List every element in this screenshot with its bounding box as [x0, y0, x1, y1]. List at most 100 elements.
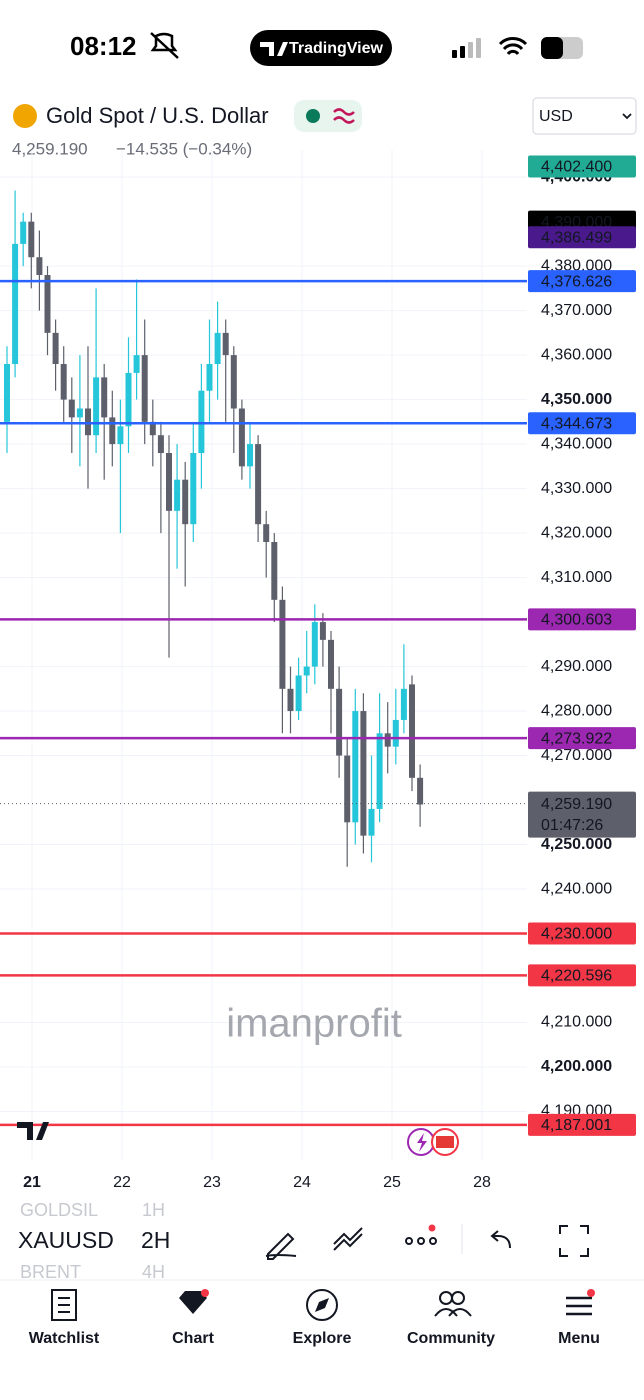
candle-body	[303, 666, 310, 676]
candle-body	[368, 808, 375, 836]
level-label: 4,344.673	[541, 416, 612, 433]
candle-body	[133, 355, 140, 373]
candle-body	[174, 479, 181, 511]
candle-body	[319, 622, 326, 640]
candle-body	[230, 355, 237, 409]
x-tick-label: 28	[473, 1174, 491, 1191]
y-tick-label: 4,350.000	[541, 391, 612, 408]
nav-item[interactable]: Chart	[172, 1289, 215, 1347]
fullscreen[interactable]	[559, 1225, 589, 1257]
nav-item[interactable]: Menu	[558, 1289, 600, 1347]
nav-item[interactable]: Community	[407, 1291, 495, 1347]
level-label: 4,386.499	[541, 229, 612, 246]
y-tick-label: 4,340.000	[541, 435, 612, 452]
y-tick-label: 4,370.000	[541, 302, 612, 319]
nav-icon	[434, 1291, 472, 1317]
level-label: 4,300.603	[541, 612, 612, 629]
candle-body	[60, 364, 67, 400]
level-label: 4,402.400	[541, 159, 612, 176]
last-price-badge	[528, 791, 636, 838]
watermark: imanprofit	[226, 1002, 402, 1046]
candle-body	[36, 257, 43, 276]
candle-body	[352, 711, 359, 823]
silent-icon	[150, 32, 179, 59]
nav-icon	[566, 1289, 595, 1316]
candle-body	[68, 399, 75, 418]
y-tick-label: 4,360.000	[541, 346, 612, 363]
symbol-title: Gold Spot / U.S. Dollar	[46, 103, 269, 128]
level-badge	[528, 964, 636, 987]
signal-icon	[452, 38, 481, 58]
wifi-icon	[498, 37, 528, 56]
candle-body	[384, 733, 391, 747]
interval[interactable]: 2H	[141, 1227, 170, 1253]
candle-body	[295, 675, 302, 712]
market-open-dot	[306, 109, 320, 123]
undo[interactable]	[490, 1230, 511, 1249]
candle-body	[157, 435, 164, 453]
y-tick-label: 4,270.000	[541, 747, 612, 764]
y-tick-label: 4,240.000	[541, 880, 612, 897]
candle-body	[20, 221, 27, 244]
candle-body	[311, 622, 318, 667]
candle-body	[255, 444, 262, 525]
y-tick-label: 4,310.000	[541, 569, 612, 586]
level-badge	[528, 155, 636, 178]
candle-body	[360, 711, 367, 836]
currency-select[interactable]	[532, 97, 637, 135]
x-tick-label: 21	[23, 1174, 41, 1191]
x-tick-label: 23	[203, 1174, 221, 1191]
level-label: 4,187.001	[541, 1117, 612, 1134]
price-change: −14.535 (−0.34%)	[116, 139, 252, 158]
prev-symbol: GOLDSIL	[20, 1200, 98, 1220]
y-tick-label: 4,280.000	[541, 702, 612, 719]
more-tool[interactable]	[405, 1237, 437, 1245]
candle-body	[328, 639, 334, 689]
candle-body	[28, 221, 35, 258]
candle-body	[409, 684, 415, 778]
nav-icon	[179, 1289, 209, 1314]
candle-body	[93, 377, 100, 436]
candle-body	[52, 332, 59, 365]
candle-body	[336, 688, 343, 756]
x-tick-label: 24	[293, 1174, 311, 1191]
candle-body	[247, 444, 253, 467]
indicators-tool[interactable]	[333, 1227, 363, 1251]
draw-tool[interactable]	[265, 1232, 297, 1260]
y-tick-label: 4,320.000	[541, 524, 612, 541]
candle-body	[400, 688, 407, 720]
level-badge	[528, 727, 636, 750]
candle-body	[101, 377, 108, 418]
y-tick-label: 4,290.000	[541, 658, 612, 675]
nav-label: Chart	[172, 1330, 214, 1347]
nav-item[interactable]: Watchlist	[29, 1289, 100, 1347]
level-badge	[528, 270, 636, 293]
candle-body	[190, 453, 197, 525]
symbol[interactable]: XAUUSD	[18, 1227, 114, 1253]
nav-bar: Watchlist Chart Explore Community Menu	[29, 1289, 600, 1347]
nav-label: Explore	[293, 1330, 352, 1347]
next-symbol: BRENT	[20, 1262, 81, 1282]
level-label: 4,230.000	[541, 926, 612, 943]
nav-item[interactable]: Explore	[293, 1289, 352, 1347]
level-badge	[528, 226, 636, 249]
candle-body	[279, 599, 286, 689]
y-tick-label: 4,250.000	[541, 836, 612, 853]
candle-body	[263, 524, 270, 542]
dropdown-arrow	[622, 113, 632, 120]
last-price-label: 4,259.190	[541, 796, 612, 813]
gold-icon	[13, 104, 37, 128]
tv-logo	[260, 42, 288, 56]
y-tick-label: 4,380.000	[541, 257, 612, 274]
countdown: 01:47:26	[541, 817, 603, 834]
currency: USD	[539, 108, 573, 125]
level-badge	[528, 412, 636, 435]
candle-body	[392, 719, 399, 747]
nav-icon	[51, 1289, 77, 1321]
candle-body	[271, 541, 278, 600]
nav-icon	[306, 1289, 338, 1321]
candle-body	[85, 408, 91, 436]
clock: 08:12	[70, 31, 137, 61]
bolt	[417, 1133, 427, 1152]
